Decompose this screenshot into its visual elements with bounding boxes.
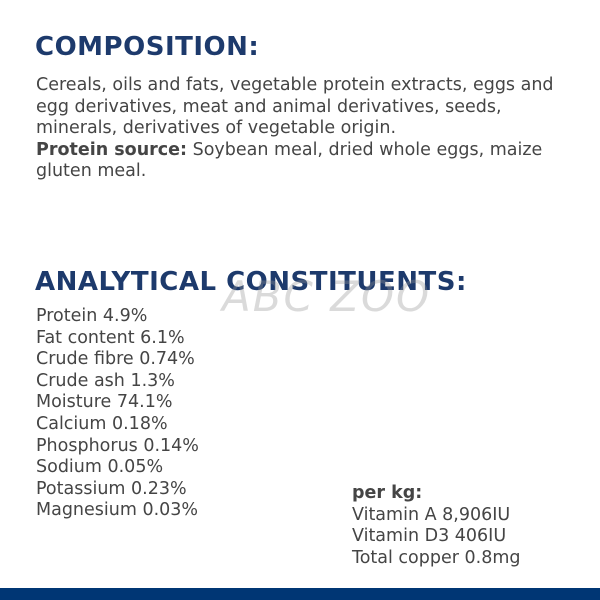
- constituent-item: Protein 4.9%: [36, 306, 148, 326]
- constituent-item: Calcium 0.18%: [36, 413, 168, 434]
- analytical-heading: ANALYTICAL CONSTITUENTS:: [35, 267, 467, 297]
- protein-source-text: Soybean meal, dried whole eggs, maize gl…: [36, 139, 543, 182]
- per-kg-label: per kg:: [352, 483, 423, 503]
- constituent-item: Crude ash 1.3%: [36, 370, 175, 391]
- per-kg-item: Vitamin A 8,906IU: [352, 504, 511, 525]
- constituent-item: Fat content 6.1%: [36, 327, 185, 348]
- constituent-item: Crude fibre 0.74%: [36, 349, 195, 370]
- per-kg-item: Vitamin D3 406IU: [352, 526, 507, 547]
- composition-ingredients: Cereals, oils and fats, vegetable protei…: [36, 75, 554, 138]
- per-kg-item: Total copper 0.8mg: [352, 547, 521, 568]
- constituent-item: Sodium 0.05%: [36, 457, 164, 478]
- constituent-item: Magnesium 0.03%: [36, 500, 199, 521]
- constituents-list: Protein 4.9% Fat content 6.1% Crude fibr…: [36, 306, 199, 522]
- composition-heading: COMPOSITION:: [35, 32, 260, 62]
- constituent-item: Phosphorus 0.14%: [36, 435, 199, 456]
- constituent-item: Potassium 0.23%: [36, 478, 187, 499]
- footer-bar: [0, 588, 600, 600]
- constituent-item: Moisture 74.1%: [36, 392, 173, 413]
- watermark: ABC ZOO: [222, 272, 432, 321]
- per-kg-list: per kg: Vitamin A 8,906IU Vitamin D3 406…: [352, 483, 521, 569]
- composition-text: Cereals, oils and fats, vegetable protei…: [36, 75, 576, 183]
- protein-source-label: Protein source:: [36, 139, 188, 160]
